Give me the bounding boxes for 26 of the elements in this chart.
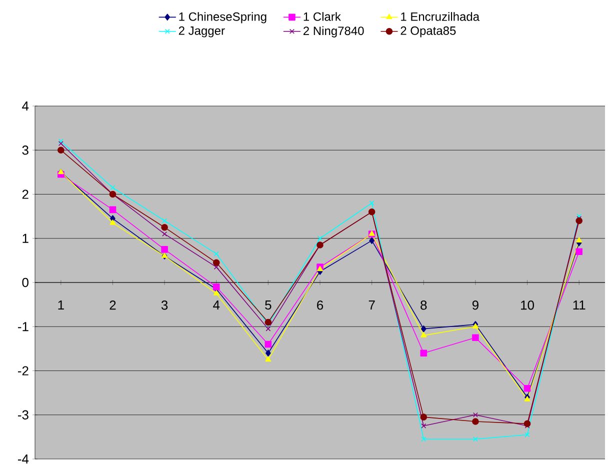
x-tick-label: 5	[265, 300, 272, 310]
y-tick-label: -4	[18, 454, 29, 464]
y-tick-label: 3	[22, 146, 28, 155]
y-tick-label: 1	[22, 234, 28, 243]
x-tick-label: 4	[213, 300, 220, 310]
y-tick-label: -3	[18, 410, 28, 420]
x-tick-label: 7	[368, 300, 375, 310]
legend-label: 2 Opata85	[400, 26, 456, 38]
y-tick-label: 0	[22, 278, 28, 288]
x-tick-label: 1	[58, 300, 64, 310]
x-tick-label: 8	[420, 300, 427, 310]
legend-label: 1 Clark	[304, 12, 341, 21]
x-tick-label: 10	[521, 300, 534, 310]
x-tick-label: 6	[317, 300, 324, 310]
y-tick-label: -1	[18, 322, 28, 332]
y-tick-label: 4	[22, 102, 29, 110]
legend-label: 2 Jagger	[178, 26, 225, 38]
y-tick-label: 2	[22, 190, 28, 199]
legend-label: 1 ChineseSpring	[179, 12, 266, 24]
y-tick-label: -2	[18, 366, 28, 376]
x-tick-label: 2	[110, 300, 116, 310]
legend-label: 2 Ning7840	[304, 26, 364, 38]
legend-label: 1 Encruzilhada	[401, 12, 480, 21]
x-tick-label: 3	[161, 300, 168, 310]
x-tick-label: 9	[472, 300, 478, 310]
x-tick-label: 11	[573, 300, 586, 310]
